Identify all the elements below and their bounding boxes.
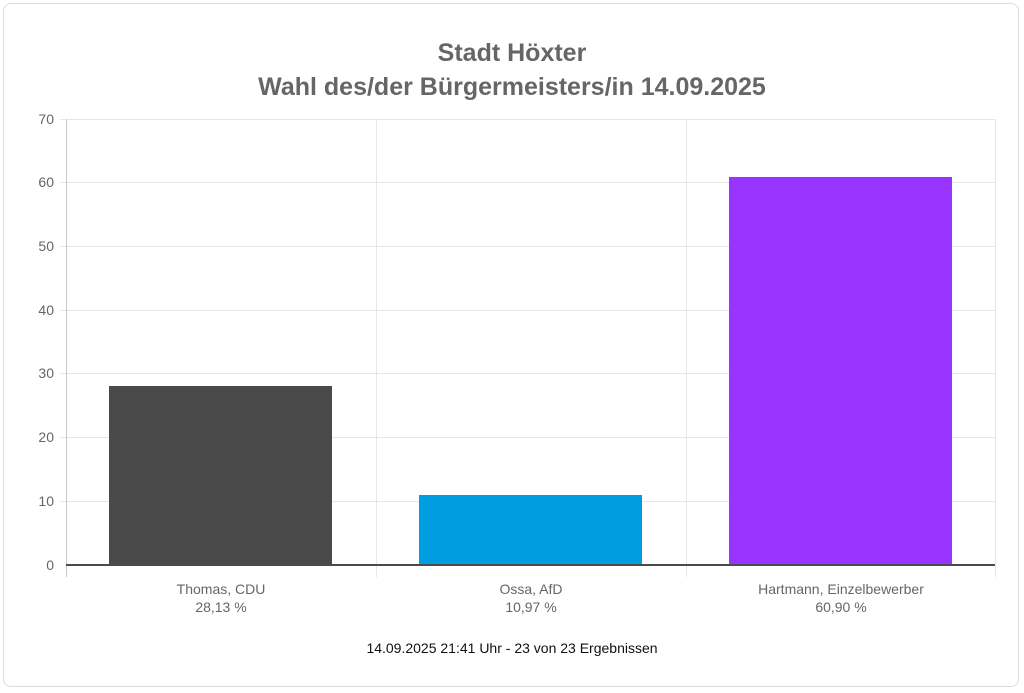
chart-title-line1: Stadt Höxter [437, 39, 587, 67]
results-status-footer: 14.09.2025 21:41 Uhr - 23 von 23 Ergebni… [366, 640, 658, 656]
y-tick-label: 30 [38, 365, 54, 381]
gridline-70 [60, 119, 995, 120]
gridline-40 [60, 310, 995, 311]
candidate-percent: 28,13 % [195, 599, 247, 615]
candidate-percent: 60,90 % [815, 599, 867, 615]
category-divider-1 [376, 119, 377, 577]
y-tick-label: 70 [38, 111, 54, 127]
y-tick-label: 10 [38, 493, 54, 509]
bar-thomas-cdu[interactable] [109, 386, 332, 565]
x-label-ossa: Ossa, AfD 10,97 % [376, 580, 686, 616]
candidate-name: Thomas, CDU [176, 581, 266, 597]
y-tick-label: 0 [46, 557, 54, 573]
chart-title-line2: Wahl des/der Bürgermeisters/in 14.09.202… [258, 73, 766, 101]
category-divider-2 [686, 119, 687, 577]
bar-hartmann-einzelbewerber[interactable] [729, 177, 952, 565]
y-tick-label: 60 [38, 174, 54, 190]
y-tick-label: 50 [38, 238, 54, 254]
gridline-20 [60, 437, 995, 438]
gridline-50 [60, 246, 995, 247]
y-axis-line [66, 119, 67, 577]
y-tick-label: 20 [38, 429, 54, 445]
gridline-30 [60, 373, 995, 374]
y-tick-label: 40 [38, 302, 54, 318]
x-label-hartmann: Hartmann, Einzelbewerber 60,90 % [686, 580, 996, 616]
gridline-60 [60, 182, 995, 183]
candidate-percent: 10,97 % [505, 599, 557, 615]
x-label-thomas: Thomas, CDU 28,13 % [66, 580, 376, 616]
x-axis-line [66, 564, 995, 566]
category-divider-3 [995, 119, 996, 577]
candidate-name: Hartmann, Einzelbewerber [758, 581, 924, 597]
bar-ossa-afd[interactable] [419, 495, 642, 565]
candidate-name: Ossa, AfD [499, 581, 563, 597]
